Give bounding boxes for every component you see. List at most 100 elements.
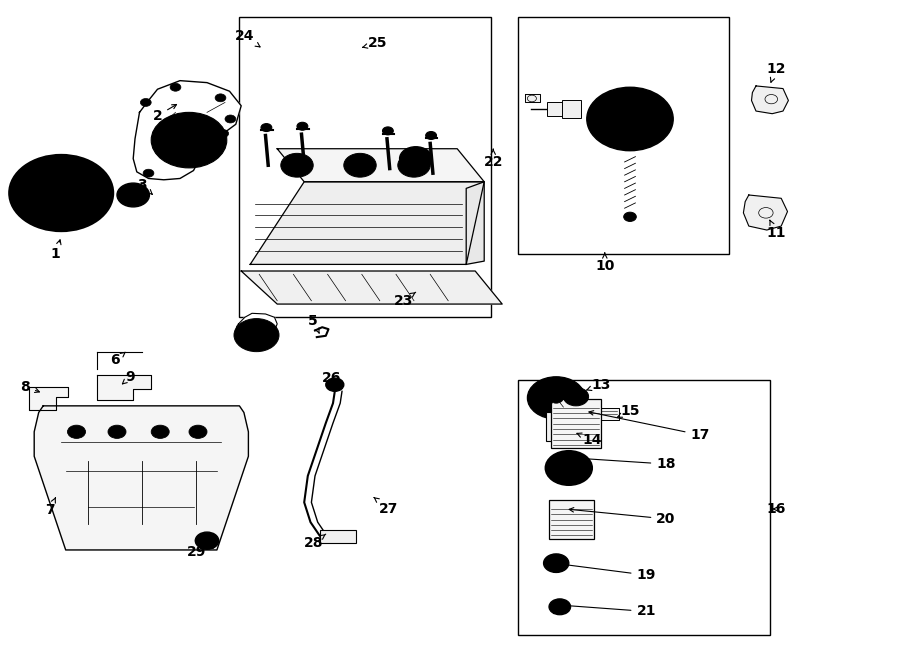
- Text: 29: 29: [186, 545, 206, 559]
- Circle shape: [143, 169, 154, 177]
- Circle shape: [189, 425, 207, 438]
- Text: 7: 7: [45, 498, 56, 518]
- Bar: [546, 412, 597, 441]
- Circle shape: [170, 83, 181, 91]
- Circle shape: [297, 122, 308, 130]
- Text: 21: 21: [560, 603, 656, 619]
- Circle shape: [527, 377, 585, 419]
- Polygon shape: [583, 408, 619, 420]
- Circle shape: [206, 140, 217, 148]
- Polygon shape: [250, 182, 484, 264]
- Circle shape: [551, 559, 562, 567]
- Circle shape: [596, 94, 664, 144]
- Text: 26: 26: [321, 371, 341, 389]
- Circle shape: [624, 212, 636, 221]
- Text: 20: 20: [569, 508, 676, 526]
- Text: 3: 3: [138, 178, 152, 194]
- Circle shape: [124, 188, 142, 202]
- Circle shape: [52, 186, 70, 200]
- Text: 1: 1: [51, 240, 61, 262]
- Text: 19: 19: [557, 562, 656, 582]
- Circle shape: [407, 152, 425, 165]
- Bar: [518, 380, 770, 635]
- Circle shape: [598, 96, 608, 102]
- Circle shape: [326, 378, 344, 391]
- Circle shape: [225, 115, 236, 123]
- Circle shape: [652, 136, 662, 142]
- Text: 9: 9: [122, 369, 135, 384]
- Polygon shape: [97, 375, 151, 400]
- Text: 11: 11: [766, 220, 786, 240]
- Circle shape: [549, 393, 563, 403]
- Circle shape: [151, 425, 169, 438]
- Text: 16: 16: [766, 502, 786, 516]
- Text: 17: 17: [589, 410, 710, 442]
- Circle shape: [540, 386, 572, 410]
- Circle shape: [140, 98, 151, 106]
- Bar: [518, 17, 729, 254]
- Circle shape: [587, 87, 673, 151]
- Bar: [562, 100, 581, 118]
- Circle shape: [652, 96, 662, 102]
- Text: 23: 23: [393, 292, 416, 308]
- Text: 18: 18: [569, 455, 676, 471]
- Bar: [320, 530, 356, 543]
- Circle shape: [353, 160, 367, 171]
- Polygon shape: [743, 195, 788, 230]
- Text: 4: 4: [240, 330, 249, 348]
- Bar: [549, 500, 594, 539]
- Circle shape: [68, 425, 86, 438]
- Circle shape: [559, 417, 584, 436]
- Polygon shape: [241, 271, 502, 304]
- Text: 25: 25: [363, 36, 388, 50]
- Polygon shape: [466, 182, 484, 264]
- Circle shape: [545, 451, 592, 485]
- Circle shape: [43, 180, 79, 206]
- Circle shape: [22, 164, 101, 222]
- Circle shape: [398, 153, 430, 177]
- Circle shape: [117, 183, 149, 207]
- Circle shape: [246, 327, 267, 343]
- Circle shape: [549, 599, 571, 615]
- Polygon shape: [236, 313, 277, 340]
- Circle shape: [234, 319, 279, 352]
- Circle shape: [614, 107, 646, 131]
- Text: 14: 14: [577, 432, 602, 447]
- Text: 28: 28: [303, 534, 326, 551]
- Circle shape: [281, 153, 313, 177]
- Text: 10: 10: [595, 253, 615, 273]
- Circle shape: [108, 425, 126, 438]
- Text: 27: 27: [374, 498, 399, 516]
- Polygon shape: [277, 149, 484, 182]
- Circle shape: [261, 124, 272, 132]
- Circle shape: [9, 155, 113, 231]
- Circle shape: [344, 153, 376, 177]
- Circle shape: [426, 132, 436, 139]
- Circle shape: [407, 160, 421, 171]
- Circle shape: [218, 130, 229, 137]
- Polygon shape: [29, 387, 68, 410]
- Text: 24: 24: [235, 29, 260, 47]
- Text: 8: 8: [21, 379, 40, 394]
- Text: 2: 2: [153, 104, 176, 123]
- Text: 5: 5: [309, 313, 320, 333]
- Circle shape: [544, 554, 569, 572]
- Circle shape: [563, 387, 589, 406]
- Circle shape: [290, 160, 304, 171]
- Circle shape: [151, 112, 227, 168]
- Bar: [238, 17, 490, 317]
- Polygon shape: [525, 94, 540, 102]
- Polygon shape: [34, 406, 248, 550]
- Bar: [547, 102, 563, 116]
- Circle shape: [195, 532, 219, 549]
- Circle shape: [554, 457, 583, 479]
- Circle shape: [382, 127, 393, 135]
- Text: 13: 13: [586, 377, 611, 392]
- Circle shape: [16, 160, 106, 226]
- Polygon shape: [133, 81, 241, 180]
- Circle shape: [166, 124, 212, 157]
- Text: 22: 22: [483, 149, 503, 169]
- Circle shape: [400, 147, 432, 171]
- Circle shape: [215, 94, 226, 102]
- Text: 15: 15: [617, 404, 640, 418]
